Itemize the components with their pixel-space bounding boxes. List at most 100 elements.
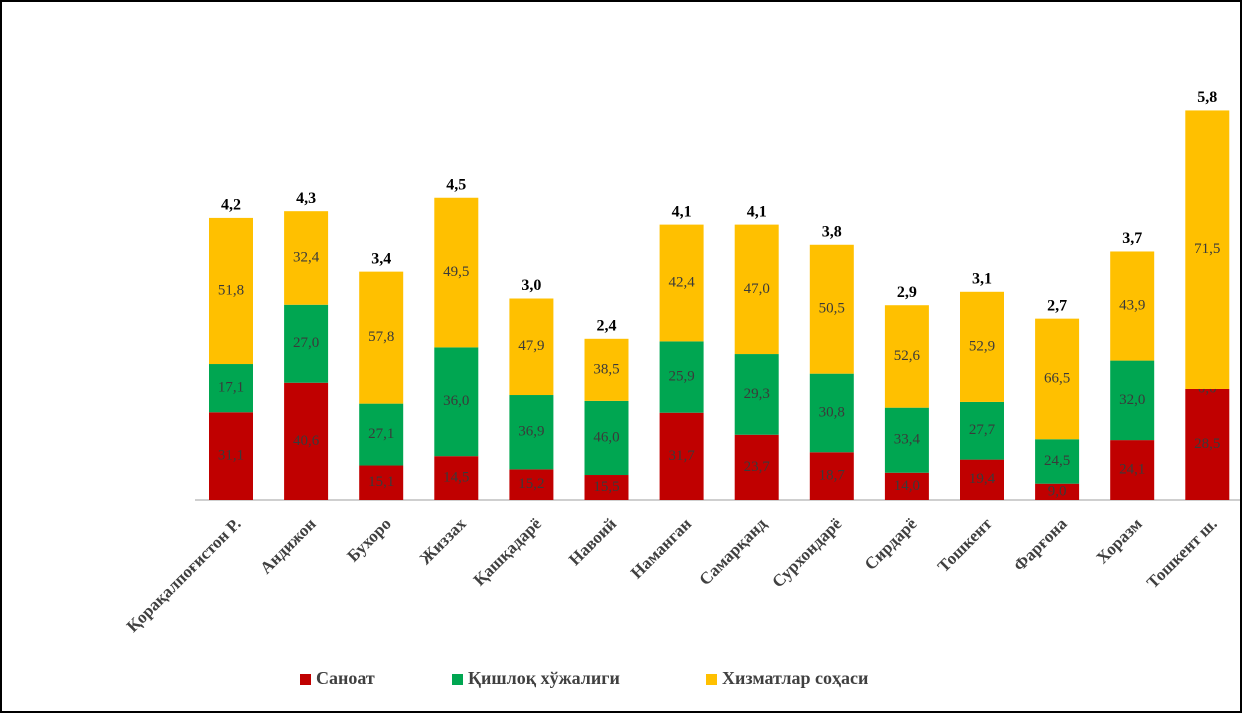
total-label: 4,1 [747, 203, 767, 220]
bar-segment [584, 475, 629, 500]
total-label: 3,8 [822, 223, 842, 240]
x-tick-label: Наманган [627, 514, 695, 582]
total-label: 3,0 [521, 277, 541, 294]
total-label: 2,9 [897, 284, 917, 301]
bar-segment [1185, 110, 1230, 389]
bar-segment [884, 305, 929, 408]
x-tick-label: Қашқадарё [470, 514, 546, 590]
segment-label: 15,5 [593, 479, 619, 495]
bar-segment [659, 341, 704, 413]
segment-label: 66,5 [1044, 370, 1070, 386]
total-label: 3,4 [371, 250, 391, 267]
legend-label: Хизматлар соҳаси [722, 668, 868, 688]
bar-segment [209, 364, 253, 413]
segment-label: 14,0 [894, 478, 920, 494]
segment-label: 28,5 [1194, 436, 1220, 452]
segment-label: 15,2 [518, 476, 544, 492]
x-tick-label: Андижон [256, 514, 320, 578]
segment-label: 36,0 [443, 393, 469, 409]
bar-segment [434, 347, 479, 457]
total-label: 5,8 [1197, 89, 1217, 106]
bar-segment [1035, 483, 1080, 500]
bar-segment [734, 224, 779, 355]
segment-label: 31,1 [218, 448, 244, 464]
segment-label: 17,1 [218, 380, 244, 396]
segment-label: 18,7 [819, 468, 846, 484]
segment-label: 32,4 [293, 249, 320, 265]
bar-segment [584, 400, 629, 476]
segment-label: 40,6 [293, 433, 320, 449]
bar-segment [434, 456, 479, 500]
segment-label: 30,8 [819, 404, 845, 420]
segment-label: 27,0 [293, 335, 319, 351]
total-label: 4,2 [221, 197, 241, 214]
legend-label: Саноат [316, 668, 375, 688]
total-label: 4,1 [672, 203, 692, 220]
bar-segment [734, 434, 779, 500]
x-tick-label: Сирдарё [861, 514, 921, 574]
bar-segment [359, 465, 404, 500]
bar-segment [1035, 318, 1080, 440]
x-tick-label: Тошкент ш. [1143, 514, 1221, 592]
legend-swatch [706, 674, 717, 685]
segment-label: 31,7 [668, 448, 695, 464]
x-tick-label: Навоий [565, 514, 620, 569]
bar-segment [284, 211, 329, 305]
bar-segment [1110, 360, 1155, 441]
bar-segment [1110, 251, 1155, 361]
segment-label: 15,1 [368, 474, 394, 490]
bar-segment [359, 271, 404, 404]
legend-label: Қишлоқ хўжалиги [468, 668, 620, 688]
segment-label: 52,9 [969, 338, 995, 354]
segment-label: 46,0 [593, 429, 619, 445]
x-tick-label: Фарғона [1010, 514, 1071, 575]
total-label: 2,7 [1047, 297, 1067, 314]
segment-label: 27,1 [368, 426, 394, 442]
total-label: 3,7 [1122, 230, 1142, 247]
legend-swatch [452, 674, 463, 685]
bar-segment [1110, 440, 1155, 500]
bar-segment [809, 244, 854, 374]
x-tick-label: Самарқанд [695, 514, 770, 589]
bar-segment [209, 412, 253, 500]
bar-segment [809, 452, 854, 500]
x-tick-label: Жиззах [416, 514, 470, 568]
segment-label: 51,8 [218, 282, 244, 298]
segment-label: 49,5 [443, 264, 469, 280]
segment-label: 29,3 [744, 386, 770, 402]
segment-label: 50,5 [819, 301, 845, 317]
segment-label: 52,6 [894, 348, 921, 364]
bar-segment [434, 197, 479, 348]
bar-segment [659, 412, 704, 500]
bar-segment [659, 224, 704, 342]
x-tick-label: Тошкент [934, 514, 996, 576]
segment-label: 42,4 [668, 274, 695, 290]
total-label: 3,1 [972, 270, 992, 287]
bar-segment [884, 407, 929, 473]
segment-label: 24,1 [1119, 461, 1145, 477]
bar-segment [509, 298, 554, 396]
bar-segment [884, 472, 929, 500]
segment-label: 38,5 [593, 361, 619, 377]
bar-segment [1185, 388, 1230, 500]
bar-segment [809, 373, 854, 453]
bar-segment [284, 304, 329, 383]
segment-label: 24,5 [1044, 453, 1070, 469]
bar-segment [960, 401, 1004, 460]
segment-label: 19,4 [969, 471, 996, 487]
bar-segment [209, 217, 253, 365]
bar-segment [960, 459, 1004, 500]
x-tick-label: Хоразм [1092, 514, 1146, 568]
x-tick-label: Сурхондарё [768, 514, 845, 591]
segment-label: 57,8 [368, 329, 394, 345]
total-label: 4,3 [296, 190, 316, 207]
segment-label: 71,5 [1194, 241, 1220, 257]
segment-label: 14,5 [443, 470, 469, 486]
segment-label: 23,7 [744, 459, 771, 475]
segment-label: 25,9 [668, 368, 694, 384]
segment-label: 47,0 [744, 281, 770, 297]
segment-label: 27,7 [969, 422, 996, 438]
bar-segment [359, 403, 404, 466]
